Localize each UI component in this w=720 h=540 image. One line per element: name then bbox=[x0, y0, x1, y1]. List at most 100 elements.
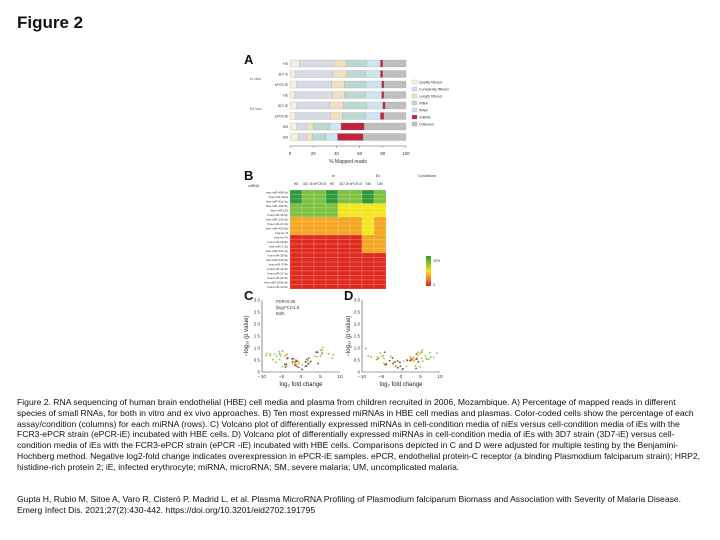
panel-b-heatmap-cell bbox=[313, 230, 327, 236]
panel-a-stacked-bars: HE 3D7-E ePCR-iE HE 3D7-iE ePCR-iE SM UM In vit… bbox=[250, 59, 449, 165]
d-data-point bbox=[427, 358, 430, 361]
panel-a-legend-label: Unknown bbox=[419, 123, 434, 127]
panel-b-heatmap-cell bbox=[289, 270, 303, 276]
c-data-point bbox=[269, 353, 271, 355]
panel-b-heatmap-cell bbox=[313, 189, 327, 195]
panel-b-column-label: ePCR-iE bbox=[314, 182, 328, 186]
panel-a-legend-swatch bbox=[411, 93, 418, 99]
panel-b-heatmap-cell bbox=[361, 230, 375, 236]
panel-b-row-label: hsa-miR-22-3p bbox=[268, 267, 289, 271]
panel-a-bar-segment bbox=[364, 122, 407, 131]
panel-b-heatmap-cell bbox=[373, 284, 387, 290]
panel-b-heatmap-cell bbox=[349, 225, 363, 231]
panel-b-heatmap-cell bbox=[349, 275, 363, 281]
panel-b-heatmap-cell bbox=[301, 212, 315, 218]
d-data-point bbox=[415, 367, 417, 370]
panel-c-legend-fc: |log₂FC|>1.5 bbox=[276, 305, 300, 310]
panel-b-heatmap-cell bbox=[361, 261, 375, 267]
panel-b-heatmap-cell bbox=[289, 248, 303, 254]
panel-b-heatmap-cell bbox=[289, 212, 303, 218]
panel-b-heatmap-cell bbox=[325, 243, 339, 249]
c-xtick-label: 5 bbox=[319, 374, 322, 380]
panel-a-bar-segment bbox=[380, 70, 383, 78]
panel-b-heatmap-cell bbox=[289, 225, 303, 231]
panel-a-bar-segment bbox=[383, 91, 407, 99]
panel-a-bar-segment bbox=[306, 122, 314, 131]
c-data-point bbox=[286, 356, 289, 359]
d-ytick-label: 2.0 bbox=[354, 322, 361, 327]
panel-b-heatmap-cell bbox=[373, 270, 387, 276]
panel-b-heatmap-cell bbox=[361, 194, 375, 200]
panel-b-heatmap-cell bbox=[313, 194, 327, 200]
panel-a-bar-segment bbox=[289, 80, 298, 89]
d-data-point bbox=[420, 357, 423, 360]
panel-b-heatmap-cell bbox=[289, 207, 303, 213]
d-data-point bbox=[421, 360, 424, 363]
d-ytick-label: 1.0 bbox=[354, 346, 361, 351]
panel-a-bar-segment bbox=[289, 133, 299, 141]
panel-b-row-label: hsa-miR-486-5p bbox=[266, 190, 288, 194]
c-data-point bbox=[278, 350, 280, 353]
d-data-point bbox=[415, 358, 418, 361]
c-data-point bbox=[327, 353, 330, 356]
d-ytick-label: 1.5 bbox=[354, 334, 361, 339]
panel-b-heatmap-cell bbox=[361, 243, 375, 249]
c-data-point bbox=[319, 349, 322, 352]
d-xtick-label: 10 bbox=[437, 374, 443, 380]
panel-b-heatmap-cell bbox=[373, 275, 387, 281]
panel-b-heatmap-cell bbox=[349, 207, 363, 213]
c-data-point bbox=[284, 366, 287, 369]
panel-a-xtick-label: 60 bbox=[357, 151, 363, 156]
panel-b-heatmap-cell bbox=[337, 248, 351, 254]
c-data-point bbox=[283, 355, 286, 358]
panel-b-column-label: ePCR-iE bbox=[350, 182, 364, 186]
c-xtick-label: −5 bbox=[279, 374, 285, 380]
c-data-point bbox=[294, 364, 296, 367]
panel-b-heatmap-cell bbox=[373, 248, 387, 254]
c-data-point bbox=[281, 350, 284, 352]
panel-a-legend-label: Length filtered bbox=[419, 95, 442, 99]
panel-a-xtick-label: 40 bbox=[334, 151, 340, 156]
c-data-point bbox=[315, 355, 318, 358]
c-data-point bbox=[316, 351, 319, 354]
panel-b-heatmap-cell bbox=[373, 252, 387, 258]
c-data-point bbox=[304, 361, 307, 363]
d-data-point bbox=[382, 362, 385, 365]
c-data-point bbox=[332, 353, 335, 356]
d-data-point bbox=[399, 365, 402, 368]
c-data-point bbox=[305, 364, 308, 367]
panel-b-heatmap-cell bbox=[349, 248, 363, 254]
panel-b-heatmap-cell bbox=[337, 221, 351, 227]
panel-b-heatmap-cell bbox=[325, 225, 339, 231]
d-xtick-label: 5 bbox=[419, 374, 422, 380]
panel-b-heatmap-cell bbox=[301, 284, 315, 290]
c-data-point bbox=[307, 363, 310, 365]
c-data-point bbox=[265, 354, 268, 357]
c-ytick-label: 3.0 bbox=[254, 298, 261, 303]
panel-b-heatmap-cell bbox=[325, 198, 339, 204]
panel-b-heatmap-cell bbox=[325, 275, 339, 281]
panel-b-row-label: hsa-miR-122-5p bbox=[266, 204, 288, 208]
d-data-point bbox=[417, 354, 420, 357]
panel-a-bar-segment bbox=[344, 91, 366, 99]
d-data-point bbox=[376, 356, 379, 358]
panel-a-bar-segment bbox=[380, 59, 383, 68]
panel-a-bar-segment bbox=[380, 112, 385, 120]
panel-b-heatmap-cell bbox=[337, 198, 351, 204]
panel-b-heatmap-cell bbox=[373, 194, 387, 200]
d-data-point bbox=[414, 364, 417, 367]
panel-b-heatmap-cell bbox=[301, 261, 315, 267]
figure-caption: Figure 2. RNA sequencing of human brain … bbox=[17, 397, 701, 472]
d-data-point bbox=[379, 352, 382, 355]
c-data-point bbox=[321, 346, 324, 349]
panel-a-xtick-label: 20 bbox=[311, 151, 317, 156]
panel-b-heatmap-cell bbox=[349, 261, 363, 267]
d-data-point bbox=[416, 356, 418, 359]
panel-a-bar-segment bbox=[365, 112, 381, 120]
c-data-point bbox=[300, 368, 303, 371]
panel-a-letter: A bbox=[244, 52, 254, 67]
panel-b-heatmap-cell bbox=[373, 243, 387, 249]
panel-a-legend-label: rRNA bbox=[419, 102, 428, 106]
panel-a-bar-segment bbox=[332, 91, 345, 99]
